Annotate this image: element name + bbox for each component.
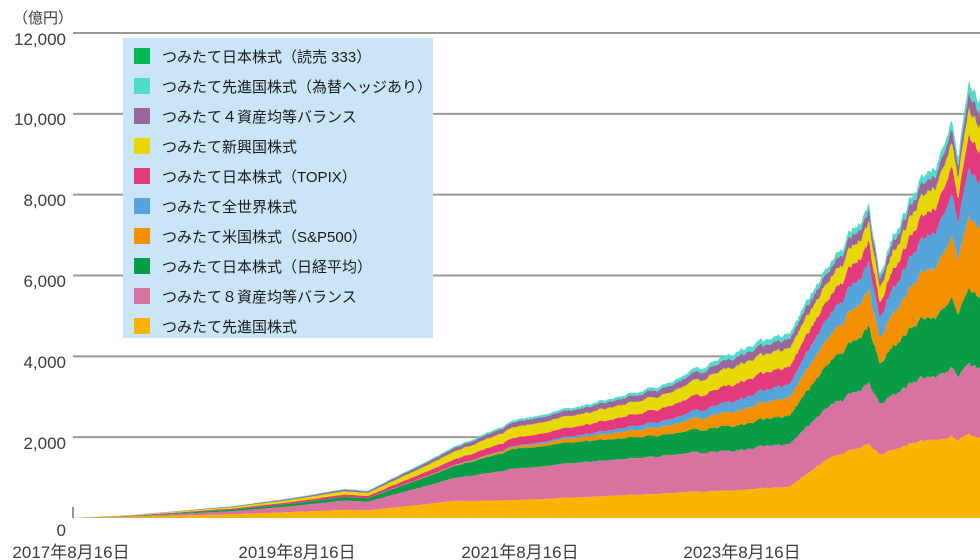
legend-item-label: つみたて先進国株式（為替ヘッジあり） (162, 78, 433, 96)
legend-swatch (134, 318, 150, 334)
legend-item-label: つみたて日本株式（日経平均） (162, 258, 373, 276)
legend-item-label: つみたて全世界株式 (162, 198, 298, 216)
legend-item-label: つみたて米国株式（S&P500） (162, 228, 368, 246)
x-axis-tick-label: 2021年8月16日 (461, 543, 579, 560)
legend-item: つみたて新興国株式 (123, 131, 433, 161)
legend-swatch (134, 288, 150, 304)
legend-swatch (134, 138, 150, 154)
legend-item-label: つみたて８資産均等バランス (162, 288, 357, 306)
y-axis-tick-label: 10,000 (14, 110, 66, 130)
legend-swatch (134, 198, 150, 214)
legend-item: つみたて日本株式（読売 333） (123, 41, 433, 71)
legend-item: つみたて先進国株式 (123, 311, 433, 338)
legend-item: つみたて先進国株式（為替ヘッジあり） (123, 71, 433, 101)
area-series (73, 433, 980, 518)
legend-item: つみたて４資産均等バランス (123, 101, 433, 131)
area-series (73, 107, 980, 518)
y-axis-tick-label: 6,000 (23, 272, 66, 291)
legend-swatch (134, 168, 150, 184)
area-series (73, 133, 980, 518)
legend-swatch (134, 48, 150, 64)
legend-item-label: つみたて４資産均等バランス (162, 108, 357, 126)
y-axis-tick-label: 2,000 (23, 433, 66, 453)
legend-item: つみたて全世界株式 (123, 191, 433, 221)
x-axis-tick-label: 2019年8月16日 (238, 543, 356, 560)
legend-item-label: つみたて先進国株式 (162, 318, 298, 336)
legend-swatch (134, 228, 150, 244)
legend: つみたて日本株式（読売 333） つみたて先進国株式（為替ヘッジあり） つみたて４資… (123, 38, 433, 338)
legend-item-label: つみたて新興国株式 (162, 138, 298, 156)
area-series (73, 362, 980, 518)
legend-swatch (134, 78, 150, 94)
y-axis-tick-label: 0 (56, 520, 66, 540)
legend-item-label: つみたて日本株式（TOPIX） (162, 168, 357, 186)
legend-item: つみたて８資産均等バランス (123, 281, 433, 311)
area-series (73, 287, 980, 518)
legend-item: つみたて米国株式（S&P500） (123, 221, 433, 251)
x-axis-tick-label: 2023年8月16日 (683, 543, 801, 560)
legend-swatch (134, 258, 150, 274)
y-axis-tick-label: 4,000 (23, 352, 66, 372)
legend-item: つみたて日本株式（TOPIX） (123, 161, 433, 191)
y-axis-unit-label: （億円） (13, 10, 74, 27)
x-axis-tick-label: 2017年8月16日 (12, 543, 130, 560)
legend-item: つみたて日本株式（日経平均） (123, 251, 433, 281)
y-axis-tick-label: 8,000 (23, 191, 66, 211)
legend-swatch (134, 108, 150, 124)
legend-item-label: つみたて日本株式（読売 333） (162, 48, 372, 66)
y-axis-tick-label: 12,000 (14, 29, 66, 49)
